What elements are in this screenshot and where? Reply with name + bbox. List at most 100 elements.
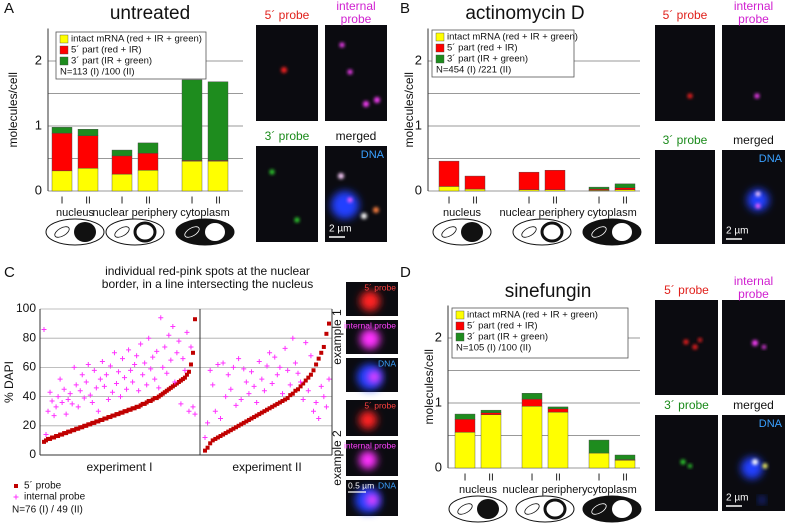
- point: [287, 382, 293, 388]
- bar-segment: [480, 412, 502, 415]
- micrograph: [655, 300, 718, 395]
- micrograph-label: merged: [733, 398, 774, 412]
- point: [56, 434, 61, 439]
- point: [212, 408, 218, 414]
- y-tick-label: 100: [16, 301, 36, 315]
- point: [53, 404, 59, 410]
- point: [296, 387, 300, 392]
- bar-segment: [464, 188, 486, 192]
- point: [92, 420, 97, 425]
- point: [160, 364, 166, 370]
- point: [126, 347, 132, 353]
- point: [50, 435, 55, 440]
- micrograph-label: merged: [733, 133, 774, 147]
- spot: [339, 42, 345, 48]
- point: [57, 376, 63, 382]
- micrograph-label: 3´ probe: [663, 133, 708, 147]
- point: [79, 372, 85, 378]
- group-label: nucleus: [56, 207, 94, 219]
- spot: [692, 344, 698, 350]
- spot: [754, 93, 760, 99]
- example-label: example 2: [330, 430, 344, 486]
- bar-segment: [77, 135, 99, 169]
- bar-segment: [454, 432, 476, 469]
- point: [239, 422, 244, 427]
- spot: [762, 345, 766, 349]
- point: [130, 379, 136, 385]
- micrograph-label: merged: [336, 129, 377, 143]
- cell-icon-part: [591, 503, 607, 515]
- point: [134, 404, 139, 409]
- point: [150, 397, 155, 402]
- legend-label: intact mRNA (red + IR + green): [467, 310, 598, 321]
- point: [319, 350, 324, 355]
- point: [259, 376, 265, 382]
- micrograph-label: internal probe: [733, 0, 774, 26]
- point: [105, 397, 111, 403]
- spot: [752, 459, 758, 465]
- group-label: nucleus: [459, 484, 497, 496]
- point: [311, 368, 316, 373]
- x-tick-label: I: [598, 473, 601, 484]
- point: [208, 441, 213, 446]
- y-tick-label: 0: [415, 182, 422, 197]
- micrograph-label: DNA: [378, 358, 396, 368]
- cell-icon-part: [524, 503, 540, 515]
- bar-segment: [111, 155, 133, 175]
- point: [150, 354, 156, 360]
- y-axis-label: molecules/cell: [402, 72, 416, 147]
- micrograph: [256, 146, 318, 242]
- point: [82, 423, 87, 428]
- spot: [338, 173, 344, 179]
- point: [210, 382, 216, 388]
- point: [314, 362, 319, 367]
- nucleus-icon: [540, 221, 564, 243]
- spot: [759, 497, 765, 503]
- y-tick-label: 1: [35, 117, 42, 132]
- chart-title: individual red-pink spots at the nuclear…: [101, 265, 314, 292]
- point: [49, 398, 55, 404]
- bar-segment: [111, 149, 133, 157]
- point: [265, 407, 269, 412]
- spot: [762, 463, 768, 469]
- point: [213, 436, 218, 441]
- point: [142, 401, 147, 406]
- point: [156, 394, 161, 399]
- micrograph-label: internal probe: [733, 275, 774, 301]
- point: [277, 364, 283, 370]
- spot: [347, 197, 353, 203]
- y-tick-label: 2: [415, 52, 422, 67]
- point: [254, 399, 260, 405]
- point: [100, 417, 105, 422]
- point: [130, 406, 135, 411]
- group-label: cytoplasm: [587, 484, 637, 496]
- point: [228, 428, 233, 433]
- point: [154, 396, 159, 401]
- point: [205, 420, 211, 426]
- spot: [269, 169, 275, 175]
- point: [277, 400, 282, 405]
- point: [102, 416, 107, 421]
- point: [305, 388, 311, 394]
- spot: [373, 207, 379, 213]
- point: [87, 392, 93, 398]
- point: [326, 376, 332, 382]
- point: [226, 429, 231, 434]
- point: [62, 431, 67, 436]
- point: [96, 419, 101, 424]
- point: [158, 393, 163, 398]
- point: [301, 381, 306, 386]
- point: [107, 363, 113, 369]
- bar-segment: [51, 170, 73, 192]
- legend-swatch: [59, 45, 69, 55]
- point: [93, 385, 99, 391]
- point: [146, 398, 151, 403]
- overlay-label: DNA: [759, 418, 783, 430]
- bar-segment: [111, 173, 133, 192]
- point: [71, 364, 77, 370]
- point: [272, 403, 277, 408]
- y-tick-label: 0: [35, 182, 42, 197]
- point: [323, 404, 329, 410]
- point: [275, 401, 280, 406]
- point: [249, 369, 254, 375]
